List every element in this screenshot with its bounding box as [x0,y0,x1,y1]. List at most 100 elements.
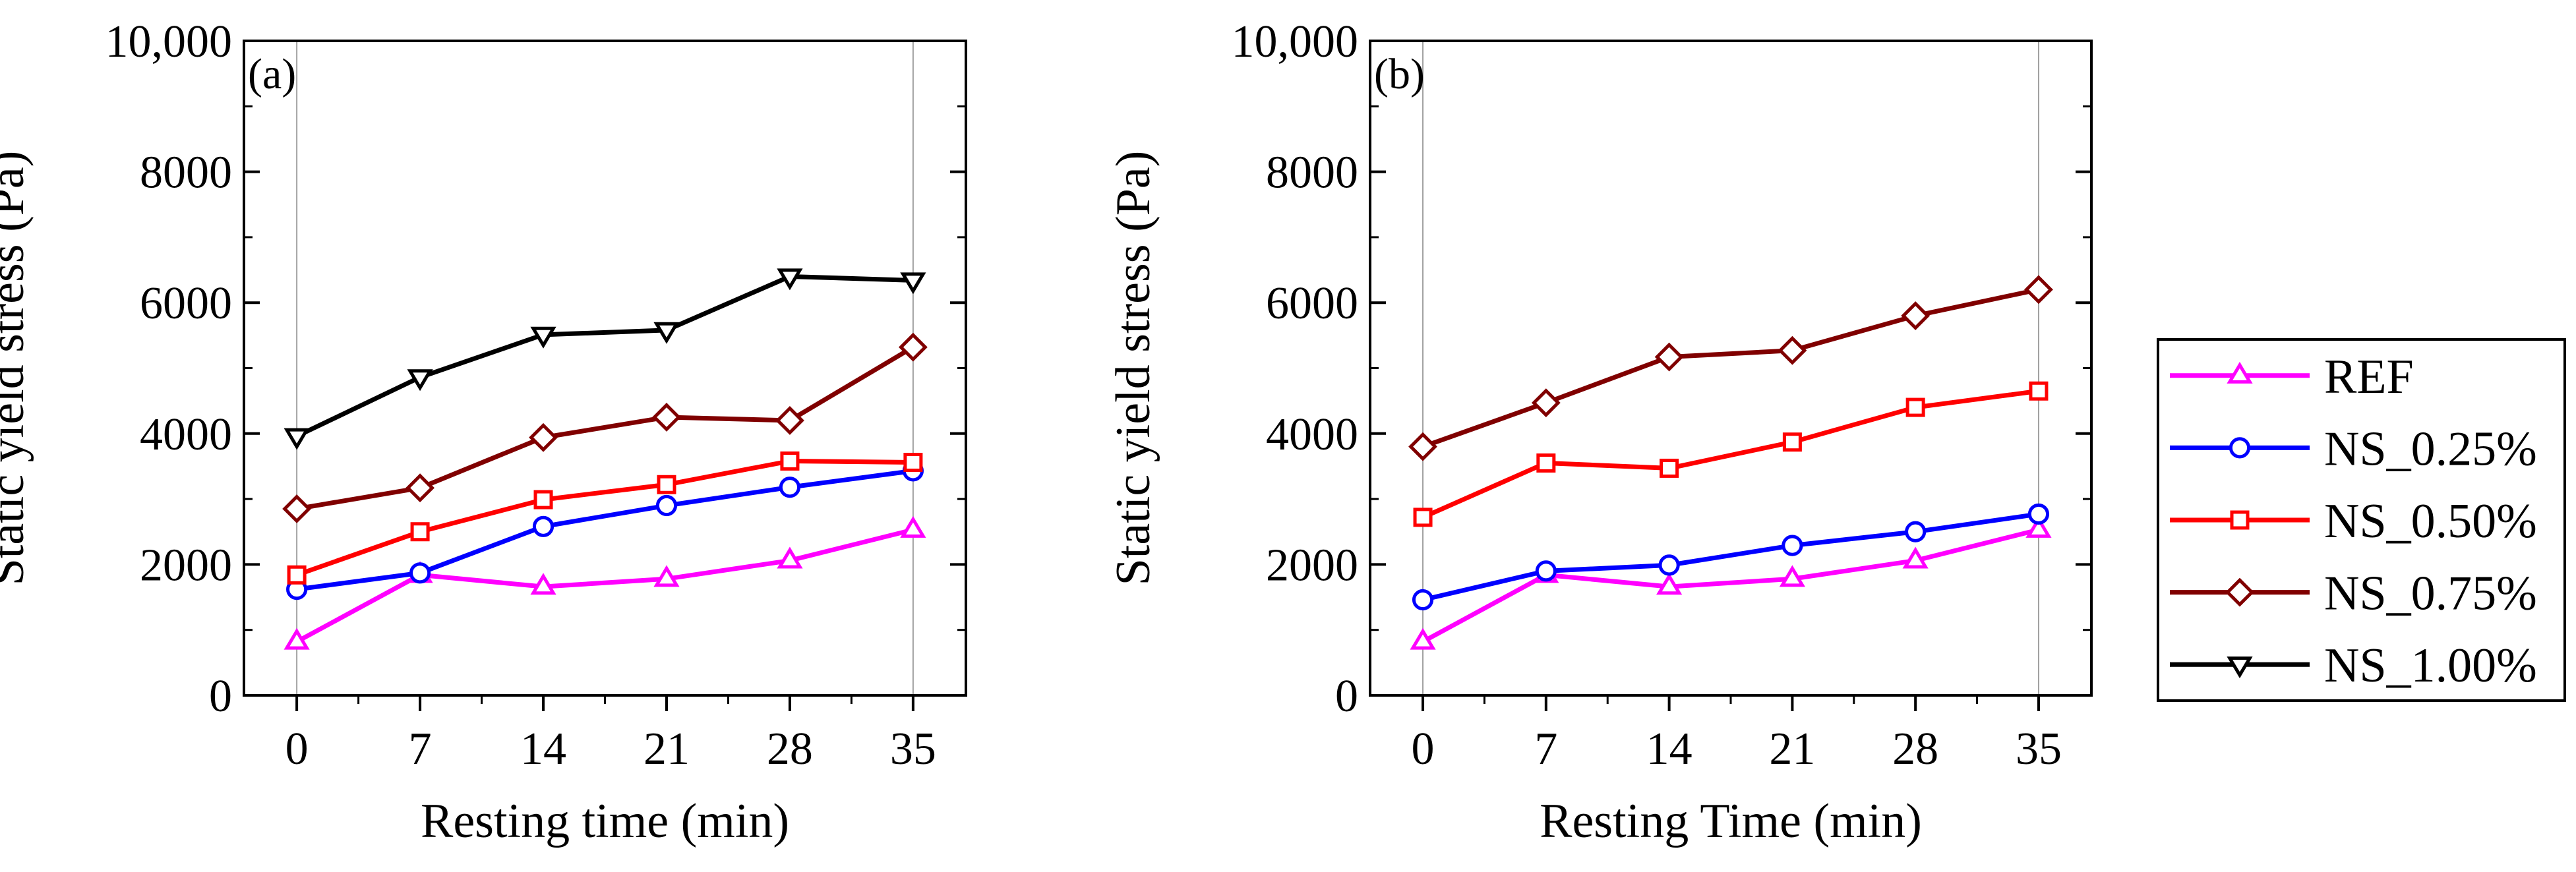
series-line-NS_0.75% [1422,287,2039,449]
x-tick-label: 7 [1534,724,1557,774]
y-tick-label: 6000 [140,278,232,329]
data-point [657,475,676,494]
x-tick-label: 28 [767,724,813,774]
x-tick-label: 28 [1892,724,1938,774]
y-tick-label: 4000 [140,409,232,460]
legend-marker [2227,656,2253,679]
data-point [287,565,307,585]
data-point [1410,627,1436,650]
legend-label: NS_0.75% [2324,567,2537,621]
data-point [1536,453,1556,473]
panel-label: (a) [248,50,296,98]
series-line-NS_1.00% [295,274,913,438]
x-tick-label: 7 [409,724,432,774]
y-tick-label: 4000 [1266,409,1358,460]
data-point [777,268,803,291]
x-tick-label: 21 [644,724,690,774]
plot-frame [243,40,967,697]
data-point [655,494,678,517]
data-point [1902,546,1929,569]
y-tick-label: 6000 [1266,278,1358,329]
data-point [2027,503,2050,525]
data-point [282,494,312,523]
data-point [1782,432,1802,452]
legend-marker [2230,510,2250,530]
y-tick-label: 0 [209,671,232,722]
y-tick-label: 8000 [1266,148,1358,198]
data-point [1535,560,1557,582]
data-point [1413,508,1433,527]
data-point [2024,275,2053,305]
data-point [1412,589,1434,611]
data-point [1778,335,1807,365]
x-tick-label: 21 [1769,724,1815,774]
data-point [1905,397,1925,417]
data-point [529,422,558,452]
legend-label: REF [2324,350,2414,404]
data-point [1901,301,1931,330]
data-point [532,515,554,537]
x-tick-label: 35 [2016,724,2062,774]
y-tick-label: 8000 [140,148,232,198]
data-point [1656,573,1683,595]
data-point [2025,515,2052,538]
y-tick-label: 10,000 [105,16,233,67]
data-point [903,452,923,472]
data-point [410,522,430,542]
y-axis-title: Static yield stress (Pa) [0,151,34,586]
x-axis-title: Resting time (min) [421,794,789,848]
data-point [407,369,433,392]
data-point [780,451,800,471]
data-point [409,562,431,584]
data-point [900,272,926,295]
panel-label: (b) [1374,50,1425,98]
y-tick-label: 2000 [1266,540,1358,591]
data-point [653,322,680,344]
data-point [530,326,556,349]
y-tick-label: 2000 [140,540,232,591]
x-tick-label: 35 [890,724,936,774]
x-axis-title: Resting Time (min) [1540,794,1922,848]
data-point [1654,342,1684,372]
x-tick-label: 14 [1646,724,1692,774]
data-point [777,546,803,569]
legend-marker [2227,361,2253,384]
data-point [1660,458,1679,478]
chart-panel-a: 0 2000 4000 6000 8000 10,000 0 7 14 21 28 35 (a) Rest… [0,16,967,848]
data-point [775,406,804,435]
y-tick-label: 0 [1335,671,1358,722]
series-line-NS_0.75% [296,345,914,511]
x-tick-label: 0 [285,724,309,774]
legend-label: NS_0.25% [2324,422,2537,476]
data-point [898,332,928,362]
legend-marker [2225,577,2254,607]
x-tick-label: 0 [1412,724,1435,774]
data-point [652,403,681,432]
data-point [779,477,801,498]
data-point [530,573,556,595]
data-point [533,490,553,509]
series-line-NS_0.25% [1422,511,2039,602]
series-line-REF [295,527,914,644]
data-point [2029,381,2049,401]
data-point [1782,535,1803,556]
data-point [284,428,310,450]
series-line-REF [1422,527,2039,644]
legend: REF NS_0.25% NS_0.50% NS_0.75% NS_1.00% [2157,338,2566,702]
series-line-NS_0.25% [296,468,914,592]
y-tick-label: 10,000 [1232,16,1359,67]
data-point [1779,565,1805,587]
data-point [653,565,680,587]
series-line-NS_0.50% [1422,388,2039,520]
x-tick-label: 14 [520,724,566,774]
legend-marker [2229,437,2251,459]
legend-label: NS_0.50% [2324,494,2537,548]
data-point [284,627,310,650]
legend-label: NS_1.00% [2324,639,2537,693]
data-point [1531,388,1561,418]
data-point [900,515,926,538]
chart-panel-b: 0 2000 4000 6000 8000 10,000 0 7 14 21 28 35 (b) Rest… [1106,16,2093,848]
y-axis-title: Static yield stress (Pa) [1106,151,1160,586]
data-point [1658,554,1680,576]
